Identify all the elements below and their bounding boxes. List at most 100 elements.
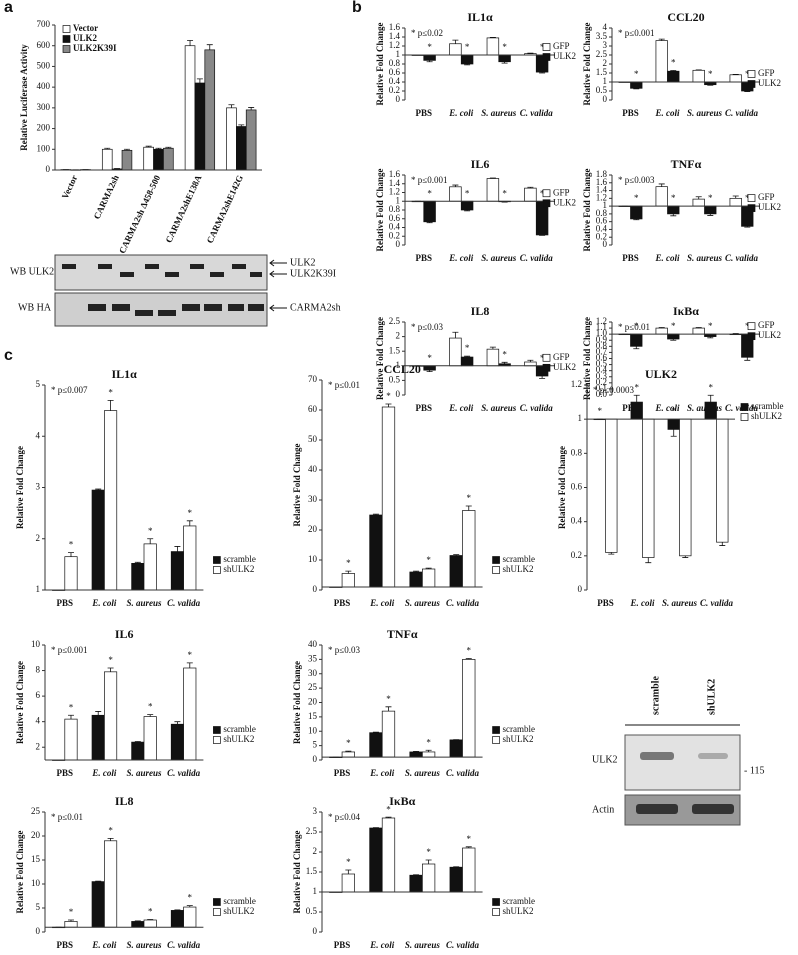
y-tick-label: 0.7 <box>596 346 608 356</box>
legend-label: shULK2 <box>503 734 534 744</box>
y-tick-label: 0.8 <box>596 208 608 218</box>
significance-star: * <box>708 382 713 392</box>
x-tick-label: PBS <box>597 598 614 608</box>
legend-swatch <box>542 43 551 51</box>
error-bar <box>633 394 640 403</box>
x-tick-label: C. valida <box>725 253 758 263</box>
bar <box>104 840 118 928</box>
bar <box>369 732 383 758</box>
legend-label: ULK2K39I <box>73 43 117 53</box>
x-tick-label: E. coli <box>91 598 116 608</box>
error-bar <box>345 750 352 752</box>
y-tick-label: 0.8 <box>389 58 401 68</box>
error-bar <box>670 70 677 72</box>
error-bar <box>465 846 472 848</box>
y-tick-label: 2.5 <box>389 316 401 326</box>
bar <box>409 571 423 588</box>
blot-row-label: ULK2 <box>592 754 618 765</box>
x-tick-label: E. coli <box>91 768 116 778</box>
y-tick-label: 0.2 <box>571 550 582 560</box>
error-bar <box>695 196 702 200</box>
error-bar <box>95 488 102 491</box>
error-bar <box>238 124 245 127</box>
y-tick-label: 20 <box>308 524 318 534</box>
error-bar <box>744 357 751 361</box>
bar <box>131 562 145 591</box>
significance-star: * <box>69 907 74 917</box>
significance-star: * <box>671 58 676 68</box>
y-tick-label: 0 <box>46 164 51 174</box>
error-bar <box>707 336 714 339</box>
legend-label: scramble <box>503 554 535 564</box>
significance-star: * <box>386 804 391 814</box>
panel-label: c <box>4 347 13 364</box>
legend-swatch <box>62 35 71 43</box>
y-tick-label: 60 <box>308 404 318 414</box>
bar <box>143 146 154 171</box>
bar <box>369 514 383 588</box>
x-tick-label: CARMA2shE142G <box>205 173 245 244</box>
x-tick-label: E. coli <box>655 108 680 118</box>
error-bar <box>67 919 74 922</box>
chart-title: IL1α <box>467 10 493 24</box>
y-tick-label: 0.1 <box>596 383 607 393</box>
significance-star: * <box>467 646 472 656</box>
legend-swatch <box>213 556 221 564</box>
error-bar <box>633 88 640 90</box>
bar <box>423 365 436 371</box>
blot-membrane <box>54 254 268 291</box>
legend-swatch <box>542 199 551 208</box>
y-tick-label: 0.6 <box>389 213 401 223</box>
x-tick-label: PBS <box>415 108 432 118</box>
y-tick-label: 0.8 <box>596 340 608 350</box>
y-axis-label: Relative Fold Change <box>375 22 385 105</box>
y-tick-label: 0.0 <box>596 389 608 399</box>
significance-star: * <box>745 321 750 331</box>
error-bar <box>670 213 677 217</box>
significance-star: * <box>540 353 545 363</box>
y-axis-label: Relative Fold Change <box>375 317 385 400</box>
error-bar <box>707 213 714 216</box>
error-bar <box>385 706 392 712</box>
blot-a: WB ULK2 WB HA ULK2 ULK2K39I CARMA2sh <box>10 254 341 327</box>
y-tick-label: 2 <box>313 846 318 856</box>
y-tick-label: 15 <box>31 854 41 864</box>
bar <box>524 361 537 367</box>
y-tick-label: 20 <box>31 830 41 840</box>
x-tick-label: PBS <box>334 768 351 778</box>
significance-star: * <box>386 694 391 704</box>
bar <box>170 910 184 928</box>
bar <box>642 418 655 558</box>
significance-star: * <box>427 188 432 198</box>
legend-label: shULK2 <box>503 564 534 574</box>
bar <box>183 906 197 928</box>
error-bar <box>658 38 665 41</box>
x-tick-label: E. coli <box>448 253 473 263</box>
x-tick-label: C. valida <box>167 940 200 950</box>
y-axis-label: Relative Fold Change <box>557 446 567 529</box>
y-tick-label: 2 <box>36 741 41 751</box>
legend-label: scramble <box>223 724 255 734</box>
y-tick-label: 1.2 <box>389 40 400 50</box>
bar <box>64 718 78 761</box>
x-tick-label: E. coli <box>655 403 680 413</box>
arrow <box>269 259 287 312</box>
y-tick-label: 0.2 <box>389 230 400 240</box>
y-tick-label: 0.4 <box>596 365 608 375</box>
x-tick-label: PBS <box>57 768 74 778</box>
error-bar <box>248 107 255 110</box>
bar <box>183 667 197 761</box>
significance-star: * <box>69 540 74 550</box>
legend-label: scramble <box>751 401 783 411</box>
error-bar <box>426 221 433 224</box>
y-tick-label: 1.5 <box>389 345 401 355</box>
y-tick-label: 2 <box>396 331 401 341</box>
bar <box>422 751 436 758</box>
bar <box>64 921 78 928</box>
y-tick-label: 1.2 <box>571 379 582 389</box>
bar <box>486 348 500 367</box>
error-bar <box>608 552 615 555</box>
y-tick-label: 0.4 <box>596 224 608 234</box>
error-bar <box>107 838 114 841</box>
y-axis-label: Relative Fold Change <box>15 830 25 913</box>
